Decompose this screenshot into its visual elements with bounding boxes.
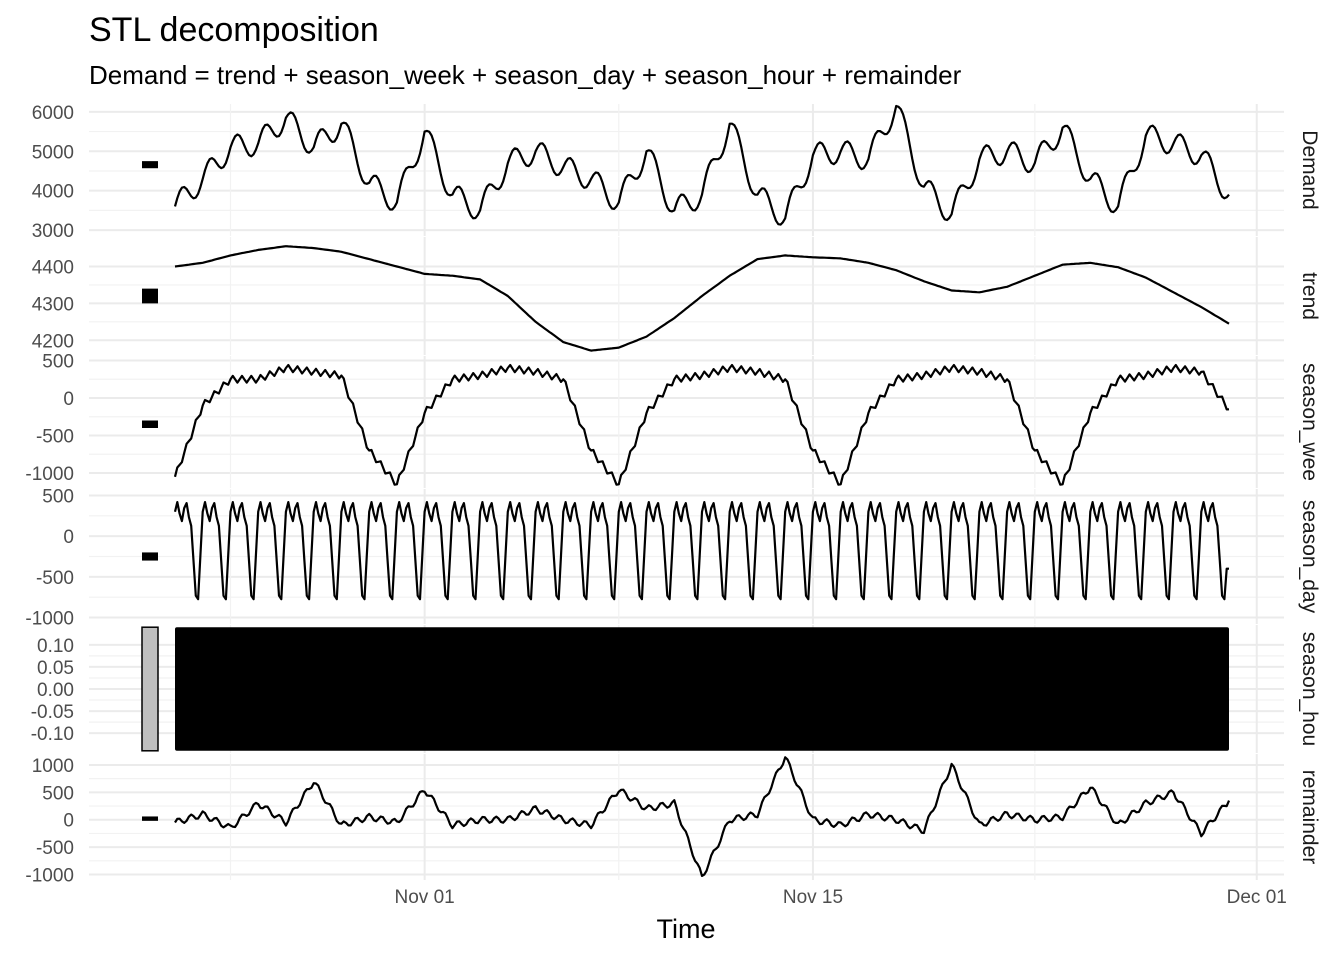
y-tick-label: 500 xyxy=(42,783,74,804)
series-line-remainder xyxy=(174,756,1231,877)
strip-label: season_hou xyxy=(1298,632,1321,746)
y-tick-label: 500 xyxy=(42,487,74,508)
panel-remainder: -1000 -500 0 500 1000 remainder xyxy=(25,754,1321,887)
scale-bar xyxy=(142,161,158,169)
x-tick-label: Nov 15 xyxy=(783,887,843,908)
scale-bar xyxy=(142,420,158,428)
y-tick-label: 0 xyxy=(63,389,74,410)
y-tick-label: 4300 xyxy=(32,294,74,315)
y-tick-label: -0.05 xyxy=(31,702,74,723)
series-season_hour xyxy=(175,627,1229,751)
y-tick-label: -500 xyxy=(36,427,74,448)
scale-bar xyxy=(141,626,159,752)
y-tick-label: 1000 xyxy=(32,756,74,777)
x-axis-title: Time xyxy=(657,914,716,944)
x-axis: Nov 01 Nov 15 Dec 01 xyxy=(395,887,1287,908)
series-line-season_day xyxy=(173,501,1229,601)
y-tick-label: -500 xyxy=(36,838,74,859)
y-tick-label: -1000 xyxy=(25,464,74,485)
x-tick-label: Dec 01 xyxy=(1227,887,1287,908)
strip-label: season_day xyxy=(1298,500,1321,614)
y-tick-label: 0 xyxy=(63,527,74,548)
panel-trend: 4200 4300 4400 trend xyxy=(32,237,1321,355)
y-tick-label: 6000 xyxy=(32,103,74,124)
strip-label: remainder xyxy=(1298,770,1321,865)
scale-bar xyxy=(142,288,158,304)
y-tick-label: 5000 xyxy=(32,142,74,163)
chart-subtitle: Demand = trend + season_week + season_da… xyxy=(89,60,962,90)
y-tick-label: 0.10 xyxy=(37,636,74,657)
scale-bar xyxy=(142,552,158,561)
y-tick-label: 4400 xyxy=(32,258,74,279)
y-tick-label: -1000 xyxy=(25,608,74,629)
y-tick-label: 3000 xyxy=(32,221,74,242)
y-tick-label: 500 xyxy=(42,352,74,373)
y-tick-label: 4000 xyxy=(32,182,74,203)
y-tick-label: -1000 xyxy=(25,866,74,887)
strip-label: Demand xyxy=(1298,130,1321,209)
y-tick-label: -500 xyxy=(36,568,74,589)
series-line-Demand xyxy=(173,104,1230,226)
series-line-trend xyxy=(174,245,1230,352)
chart-title: STL decomposition xyxy=(89,11,379,49)
strip-label: season_wee xyxy=(1298,363,1321,481)
panel-season_day: -1000 -500 0 500 season_day xyxy=(25,487,1321,630)
panel-season_hour: -0.10-0.050.000.050.10 season_hou xyxy=(31,625,1321,753)
strip-label: trend xyxy=(1298,272,1321,320)
y-tick-label: 0.00 xyxy=(37,680,74,701)
x-tick-label: Nov 01 xyxy=(395,887,455,908)
y-tick-label: 0.05 xyxy=(37,658,74,679)
facet-panels: 3000400050006000Demand420043004400trend-… xyxy=(25,103,1321,887)
y-tick-label: 4200 xyxy=(32,331,74,352)
panel-season_week: -1000 -500 0 500 season_wee xyxy=(25,352,1321,488)
panel-Demand: 3000 4000 5000 6000 Demand xyxy=(32,103,1321,242)
y-tick-label: 0 xyxy=(63,811,74,832)
series-line-season_week xyxy=(173,363,1230,486)
y-tick-label: -0.10 xyxy=(31,724,74,745)
scale-bar xyxy=(142,816,158,821)
